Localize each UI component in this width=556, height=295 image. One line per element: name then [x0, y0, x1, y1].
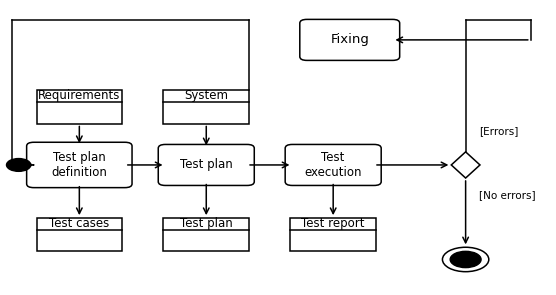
- FancyBboxPatch shape: [285, 145, 381, 186]
- FancyBboxPatch shape: [158, 145, 254, 186]
- Bar: [290, 218, 376, 251]
- Text: [No errors]: [No errors]: [479, 191, 535, 201]
- Bar: [163, 218, 249, 251]
- Text: [Errors]: [Errors]: [479, 127, 518, 137]
- FancyBboxPatch shape: [27, 142, 132, 188]
- Text: Test plan
definition: Test plan definition: [51, 151, 107, 179]
- Text: Test report: Test report: [301, 217, 365, 230]
- Text: Fixing: Fixing: [330, 33, 369, 46]
- Text: Test plan: Test plan: [180, 217, 232, 230]
- Text: Requirements: Requirements: [38, 89, 121, 102]
- Text: System: System: [184, 89, 229, 102]
- Bar: [163, 90, 249, 124]
- Text: Test
execution: Test execution: [305, 151, 362, 179]
- Circle shape: [443, 247, 489, 272]
- Text: Test cases: Test cases: [49, 217, 110, 230]
- Circle shape: [7, 158, 31, 171]
- Bar: [37, 90, 122, 124]
- FancyBboxPatch shape: [300, 19, 400, 60]
- Text: Test plan: Test plan: [180, 158, 232, 171]
- Bar: [37, 218, 122, 251]
- Polygon shape: [451, 152, 480, 178]
- Circle shape: [450, 251, 481, 268]
